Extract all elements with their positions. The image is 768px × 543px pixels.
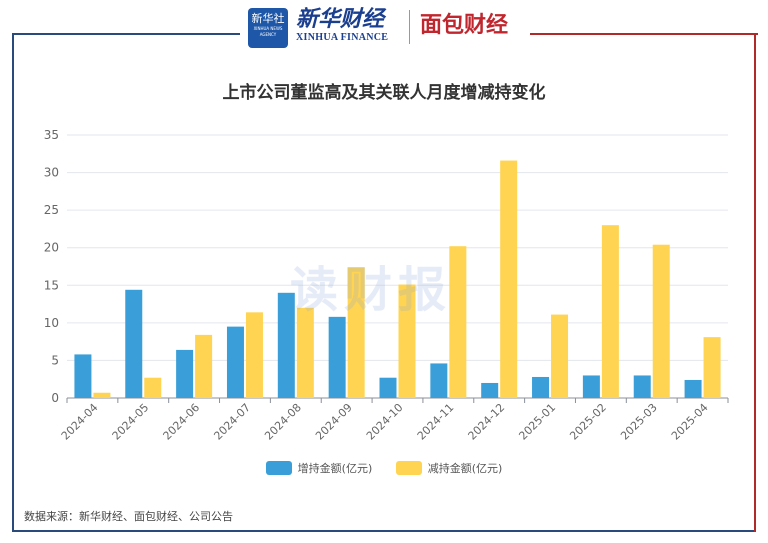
legend-label-increase: 增持金额(亿元)	[297, 462, 373, 475]
x-tick-label: 2024-11	[415, 401, 457, 443]
x-tick-label: 2024-09	[313, 401, 355, 443]
xinhua-finance-logo: 新华财经 XINHUA FINANCE	[296, 6, 402, 43]
xinhua-news-logo: 新华社 XINHUA NEWS AGENCY	[248, 8, 288, 48]
bar-decrease	[500, 160, 518, 398]
bar-increase	[226, 326, 244, 398]
logo-separator	[409, 10, 410, 44]
y-tick-label: 5	[51, 353, 59, 367]
bar-increase	[582, 375, 600, 398]
x-tick-label: 2024-12	[466, 401, 508, 443]
xinhua-news-logo-text: 新华社	[251, 12, 285, 25]
x-tick-label: 2024-08	[262, 401, 304, 443]
x-tick-label: 2025-04	[669, 401, 711, 443]
top-rule-left	[12, 33, 240, 35]
bar-decrease	[296, 307, 314, 398]
bar-increase	[74, 354, 92, 398]
bar-decrease	[144, 377, 162, 398]
bar-increase	[430, 363, 448, 398]
bar-decrease	[245, 312, 263, 398]
bar-increase	[125, 289, 143, 398]
x-tick-label: 2025-02	[567, 401, 609, 443]
bar-increase	[633, 375, 651, 398]
xinhua-news-logo-subtext: XINHUA NEWS AGENCY	[253, 26, 283, 37]
bar-increase	[684, 379, 702, 398]
bar-decrease	[601, 225, 619, 398]
x-tick-label: 2024-06	[161, 401, 203, 443]
legend-swatch-decrease	[395, 461, 422, 475]
bar-increase	[481, 382, 499, 398]
legend-swatch-increase	[265, 461, 292, 475]
bar-decrease	[652, 244, 670, 398]
y-tick-label: 35	[44, 128, 59, 142]
chart-legend: 增持金额(亿元) 减持金额(亿元)	[0, 460, 768, 478]
bar-increase	[532, 376, 550, 398]
x-tick-label: 2024-05	[110, 401, 152, 443]
top-rule-right	[530, 33, 758, 35]
y-tick-label: 0	[51, 391, 59, 405]
x-tick-label: 2025-01	[516, 401, 558, 443]
legend-label-decrease: 减持金额(亿元)	[427, 462, 503, 475]
bar-decrease	[347, 267, 365, 398]
y-tick-label: 25	[44, 203, 59, 217]
chart-title: 上市公司董监高及其关联人月度增减持变化	[222, 83, 546, 103]
bar-increase	[277, 292, 295, 398]
x-tick-label: 2024-07	[211, 401, 253, 443]
x-tick-label: 2024-04	[59, 401, 101, 443]
y-tick-label: 20	[44, 241, 59, 255]
y-tick-label: 10	[44, 316, 59, 330]
x-tick-label: 2025-03	[618, 401, 660, 443]
data-source-note: 数据来源：新华财经、面包财经、公司公告	[24, 510, 233, 523]
xinhua-finance-logo-en: XINHUA FINANCE	[296, 32, 389, 43]
bar-increase	[328, 316, 346, 398]
legend-item-decrease[interactable]: 减持金额(亿元)	[395, 460, 503, 476]
xinhua-finance-logo-cn: 新华财经	[296, 6, 385, 32]
bar-increase	[176, 349, 194, 398]
bar-decrease	[195, 334, 213, 398]
legend-item-increase[interactable]: 增持金额(亿元)	[265, 460, 373, 476]
y-tick-label: 30	[44, 166, 59, 180]
watermark: 读财报	[290, 262, 453, 318]
bar-decrease	[449, 246, 467, 398]
mianbao-finance-logo: 面包财经	[420, 13, 509, 38]
bar-decrease	[551, 314, 569, 398]
bar-increase	[379, 377, 397, 398]
bar-decrease	[703, 337, 721, 398]
chart-frame-right-edge	[754, 34, 756, 532]
bar-decrease	[93, 392, 111, 398]
bar-decrease	[398, 284, 416, 398]
x-tick-label: 2024-10	[364, 401, 406, 443]
y-tick-label: 15	[44, 278, 59, 292]
